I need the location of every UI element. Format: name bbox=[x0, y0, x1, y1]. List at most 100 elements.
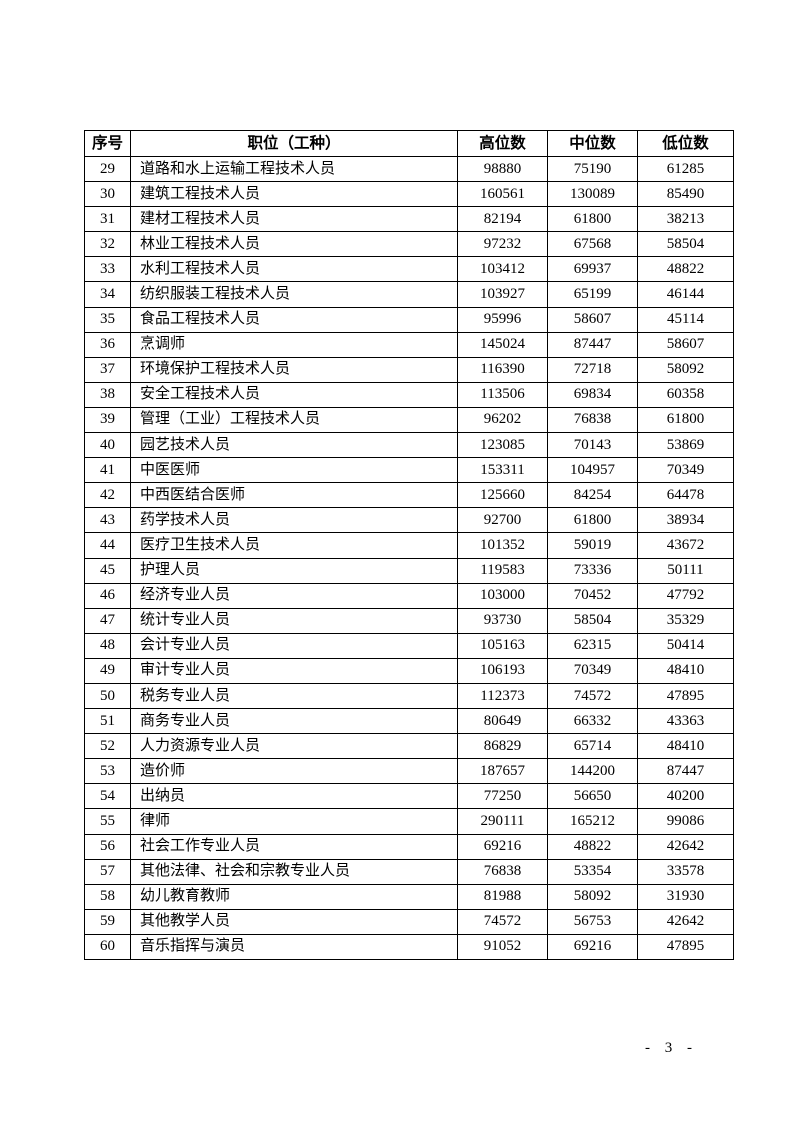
table-row: 51 商务专业人员 80649 66332 43363 bbox=[84, 708, 734, 735]
cell-mid: 61800 bbox=[547, 507, 638, 534]
cell-low: 58607 bbox=[637, 331, 734, 358]
cell-no: 30 bbox=[84, 181, 131, 208]
cell-high: 74572 bbox=[457, 908, 548, 935]
cell-mid: 69216 bbox=[547, 933, 638, 961]
table-row: 46 经济专业人员 103000 70452 47792 bbox=[84, 582, 734, 609]
cell-no: 47 bbox=[84, 607, 131, 634]
cell-low: 61800 bbox=[637, 406, 734, 434]
cell-mid: 59019 bbox=[547, 532, 638, 559]
cell-low: 58504 bbox=[637, 231, 734, 258]
table-row: 60 音乐指挥与演员 91052 69216 47895 bbox=[84, 933, 734, 961]
table-row: 31 建材工程技术人员 82194 61800 38213 bbox=[84, 206, 734, 233]
table-row: 48 会计专业人员 105163 62315 50414 bbox=[84, 632, 734, 659]
cell-no: 38 bbox=[84, 381, 131, 408]
cell-mid: 72718 bbox=[547, 356, 638, 383]
cell-mid: 70452 bbox=[547, 582, 638, 609]
cell-title: 出纳员 bbox=[130, 783, 458, 810]
table-row: 41 中医医师 153311 104957 70349 bbox=[84, 457, 734, 484]
cell-high: 80649 bbox=[457, 708, 548, 735]
cell-low: 48410 bbox=[637, 733, 734, 760]
cell-title: 音乐指挥与演员 bbox=[130, 933, 458, 961]
cell-low: 33578 bbox=[637, 858, 734, 885]
cell-mid: 58504 bbox=[547, 607, 638, 634]
cell-low: 85490 bbox=[637, 181, 734, 208]
table-header-row: 序号 职位（工种） 高位数 中位数 低位数 bbox=[84, 130, 734, 157]
cell-title: 中西医结合医师 bbox=[130, 482, 458, 509]
cell-mid: 66332 bbox=[547, 708, 638, 735]
cell-mid: 65714 bbox=[547, 733, 638, 760]
cell-low: 53869 bbox=[637, 432, 734, 459]
table-row: 43 药学技术人员 92700 61800 38934 bbox=[84, 507, 734, 534]
cell-low: 31930 bbox=[637, 883, 734, 910]
header-cell-mid: 中位数 bbox=[547, 130, 638, 157]
cell-high: 77250 bbox=[457, 783, 548, 810]
cell-low: 58092 bbox=[637, 356, 734, 383]
table-row: 40 园艺技术人员 123085 70143 53869 bbox=[84, 432, 734, 459]
table-row: 58 幼儿教育教师 81988 58092 31930 bbox=[84, 883, 734, 910]
cell-high: 86829 bbox=[457, 733, 548, 760]
table-row: 50 税务专业人员 112373 74572 47895 bbox=[84, 682, 734, 710]
cell-title: 其他教学人员 bbox=[130, 908, 458, 935]
cell-title: 纺织服装工程技术人员 bbox=[130, 281, 458, 308]
table-row: 32 林业工程技术人员 97232 67568 58504 bbox=[84, 231, 734, 258]
cell-no: 33 bbox=[84, 256, 131, 283]
cell-high: 116390 bbox=[457, 356, 548, 383]
cell-high: 145024 bbox=[457, 331, 548, 358]
cell-no: 58 bbox=[84, 883, 131, 910]
table-row: 35 食品工程技术人员 95996 58607 45114 bbox=[84, 306, 734, 333]
cell-title: 社会工作专业人员 bbox=[130, 833, 458, 860]
cell-title: 税务专业人员 bbox=[130, 682, 458, 710]
cell-low: 43672 bbox=[637, 532, 734, 559]
cell-title: 人力资源专业人员 bbox=[130, 733, 458, 760]
cell-no: 36 bbox=[84, 331, 131, 358]
cell-mid: 53354 bbox=[547, 858, 638, 885]
cell-low: 70349 bbox=[637, 457, 734, 484]
cell-high: 97232 bbox=[457, 231, 548, 258]
cell-title: 烹调师 bbox=[130, 331, 458, 358]
header-cell-no: 序号 bbox=[84, 130, 131, 157]
cell-high: 101352 bbox=[457, 532, 548, 559]
cell-title: 统计专业人员 bbox=[130, 607, 458, 634]
table-row: 42 中西医结合医师 125660 84254 64478 bbox=[84, 482, 734, 509]
cell-mid: 56753 bbox=[547, 908, 638, 935]
cell-no: 46 bbox=[84, 582, 131, 609]
table-row: 34 纺织服装工程技术人员 103927 65199 46144 bbox=[84, 281, 734, 308]
cell-low: 87447 bbox=[637, 758, 734, 785]
cell-mid: 65199 bbox=[547, 281, 638, 308]
cell-high: 93730 bbox=[457, 607, 548, 634]
cell-no: 60 bbox=[84, 933, 131, 961]
cell-no: 45 bbox=[84, 557, 131, 584]
header-cell-high: 高位数 bbox=[457, 130, 548, 157]
cell-mid: 69937 bbox=[547, 256, 638, 283]
cell-low: 99086 bbox=[637, 808, 734, 835]
cell-low: 38213 bbox=[637, 206, 734, 233]
cell-title: 律师 bbox=[130, 808, 458, 835]
cell-no: 29 bbox=[84, 155, 131, 183]
cell-no: 39 bbox=[84, 406, 131, 434]
table-row: 37 环境保护工程技术人员 116390 72718 58092 bbox=[84, 356, 734, 383]
cell-no: 56 bbox=[84, 833, 131, 860]
cell-low: 47895 bbox=[637, 682, 734, 710]
cell-high: 119583 bbox=[457, 557, 548, 584]
cell-high: 103927 bbox=[457, 281, 548, 308]
cell-low: 42642 bbox=[637, 908, 734, 935]
cell-mid: 165212 bbox=[547, 808, 638, 835]
table-row: 54 出纳员 77250 56650 40200 bbox=[84, 783, 734, 810]
cell-high: 91052 bbox=[457, 933, 548, 961]
table-body: 29 道路和水上运输工程技术人员 98880 75190 61285 30 建筑工程技术人员… bbox=[84, 155, 734, 961]
cell-high: 81988 bbox=[457, 883, 548, 910]
cell-low: 35329 bbox=[637, 607, 734, 634]
cell-low: 61285 bbox=[637, 155, 734, 183]
cell-no: 43 bbox=[84, 507, 131, 534]
cell-mid: 58092 bbox=[547, 883, 638, 910]
cell-no: 48 bbox=[84, 632, 131, 659]
cell-mid: 73336 bbox=[547, 557, 638, 584]
table-row: 39 管理（工业）工程技术人员 96202 76838 61800 bbox=[84, 406, 734, 434]
cell-low: 38934 bbox=[637, 507, 734, 534]
cell-mid: 87447 bbox=[547, 331, 638, 358]
cell-high: 105163 bbox=[457, 632, 548, 659]
table-row: 59 其他教学人员 74572 56753 42642 bbox=[84, 908, 734, 935]
cell-high: 103412 bbox=[457, 256, 548, 283]
cell-low: 46144 bbox=[637, 281, 734, 308]
cell-title: 园艺技术人员 bbox=[130, 432, 458, 459]
